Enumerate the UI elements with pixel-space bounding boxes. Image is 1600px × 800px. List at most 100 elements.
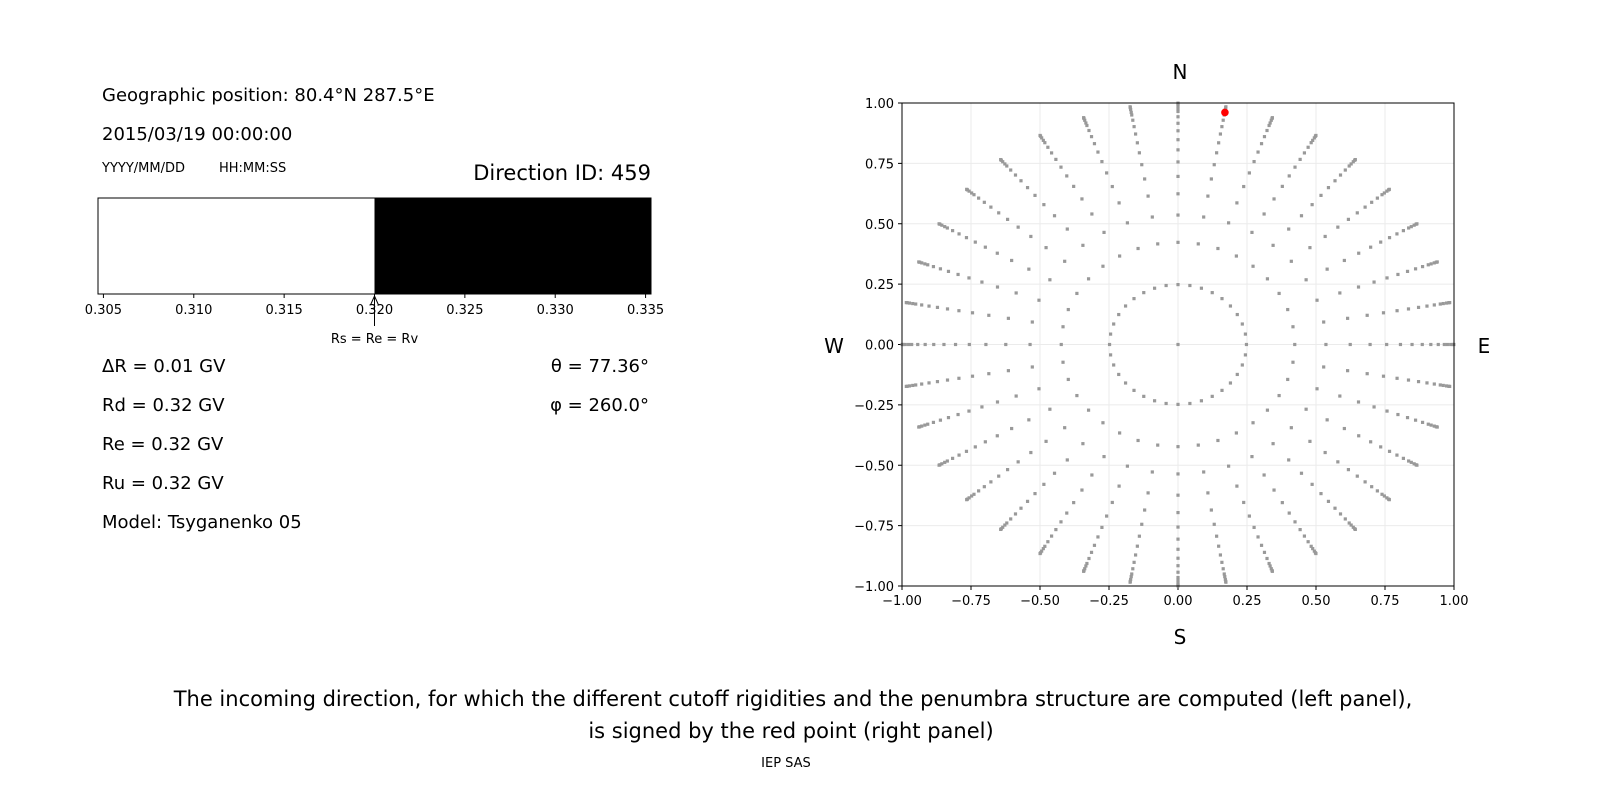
direction-point [1065, 174, 1069, 178]
direction-point [1323, 234, 1327, 239]
direction-point [956, 412, 960, 417]
direction-point [920, 303, 924, 307]
direction-point [1005, 164, 1009, 168]
direction-point [1176, 283, 1180, 287]
direction-point [1028, 342, 1032, 347]
compass-west-label: W [824, 334, 844, 358]
credit: IEP SAS [761, 756, 811, 771]
direction-point [1445, 342, 1449, 347]
direction-point [1176, 192, 1180, 196]
direction-point [1315, 298, 1319, 302]
direction-point [1395, 376, 1399, 380]
direction-point [1212, 522, 1216, 526]
y-tick-label: −1.00 [854, 580, 894, 595]
direction-point [1059, 342, 1063, 347]
direction-point [1432, 424, 1436, 428]
direction-point [927, 381, 931, 385]
direction-point [1343, 168, 1347, 172]
direction-point [972, 492, 976, 496]
direction-point [1046, 145, 1050, 149]
direction-point [920, 382, 924, 386]
direction-point [1030, 365, 1034, 369]
direction-point [940, 462, 944, 466]
direction-point [926, 263, 930, 267]
direction-point [1291, 325, 1295, 329]
direction-point [1216, 438, 1220, 443]
direction-point [1429, 423, 1433, 427]
direction-point [1101, 264, 1105, 268]
direction-point [989, 205, 993, 209]
time-format-label: HH:MM:SS [219, 161, 287, 176]
direction-point [1325, 418, 1329, 422]
direction-point [997, 474, 1001, 478]
direction-point [982, 485, 986, 489]
direction-point [1342, 426, 1346, 431]
direction-point [1217, 544, 1221, 548]
direction-point [1142, 394, 1146, 398]
direction-point [1309, 141, 1313, 145]
direction-point [1221, 118, 1225, 122]
direction-point [1083, 567, 1087, 571]
direction-point [940, 223, 944, 227]
scatter-axes-frame [901, 102, 1455, 587]
y-tick-label: −0.75 [854, 520, 894, 535]
direction-point [1164, 283, 1168, 288]
direction-point [1132, 297, 1136, 301]
direction-point [1142, 291, 1146, 295]
direction-point [1215, 151, 1219, 155]
x-tick-label: 0.305 [85, 303, 122, 318]
direction-point [1262, 212, 1266, 216]
direction-point [1112, 322, 1116, 326]
direction-point [1027, 267, 1031, 271]
direction-point [1252, 525, 1256, 530]
direction-point [1252, 159, 1256, 164]
direction-point [920, 261, 924, 265]
direction-point [1385, 189, 1389, 193]
direction-point [1082, 569, 1086, 573]
direction-point [1105, 171, 1109, 175]
direction-point [1009, 517, 1013, 521]
direction-point [1054, 157, 1058, 162]
direction-point [1072, 184, 1076, 188]
direction-point [916, 342, 920, 347]
direction-point [1176, 240, 1180, 244]
direction-point [1086, 408, 1091, 412]
direction-point [1346, 468, 1351, 472]
direction-point [1100, 159, 1104, 164]
direction-point [1037, 387, 1041, 391]
direction-point [1395, 453, 1399, 457]
direction-point [907, 342, 911, 347]
direction-point [1365, 313, 1369, 317]
direction-point [1218, 132, 1223, 136]
direction-point [938, 267, 943, 271]
direction-point [951, 456, 955, 460]
direction-point [1242, 184, 1246, 189]
direction-point [987, 372, 991, 376]
direction-point [1324, 342, 1328, 347]
direction-point [1107, 342, 1112, 347]
direction-point [1336, 460, 1340, 464]
direction-point [1176, 547, 1180, 551]
direction-point [1216, 246, 1220, 251]
direction-point [1132, 560, 1136, 564]
direction-point [1143, 177, 1147, 181]
direction-point [1309, 544, 1313, 548]
direction-point [1259, 142, 1264, 146]
x-tick-label: 0.315 [266, 303, 303, 318]
direction-point [1357, 251, 1361, 255]
direction-point [1136, 246, 1140, 251]
direction-point [1110, 500, 1114, 505]
direction-point [1059, 520, 1063, 524]
direction-point [1041, 138, 1045, 142]
date-format-label: YYYY/MM/DD [102, 161, 185, 176]
direction-point [1089, 550, 1094, 554]
direction-point [1223, 575, 1227, 579]
direction-point [1176, 493, 1180, 497]
direction-point [967, 409, 971, 413]
direction-point [1265, 556, 1269, 561]
direction-point [1401, 229, 1405, 233]
direction-point [1102, 230, 1106, 234]
direction-point [1299, 471, 1304, 475]
direction-point [923, 342, 927, 347]
direction-point [1420, 420, 1425, 424]
